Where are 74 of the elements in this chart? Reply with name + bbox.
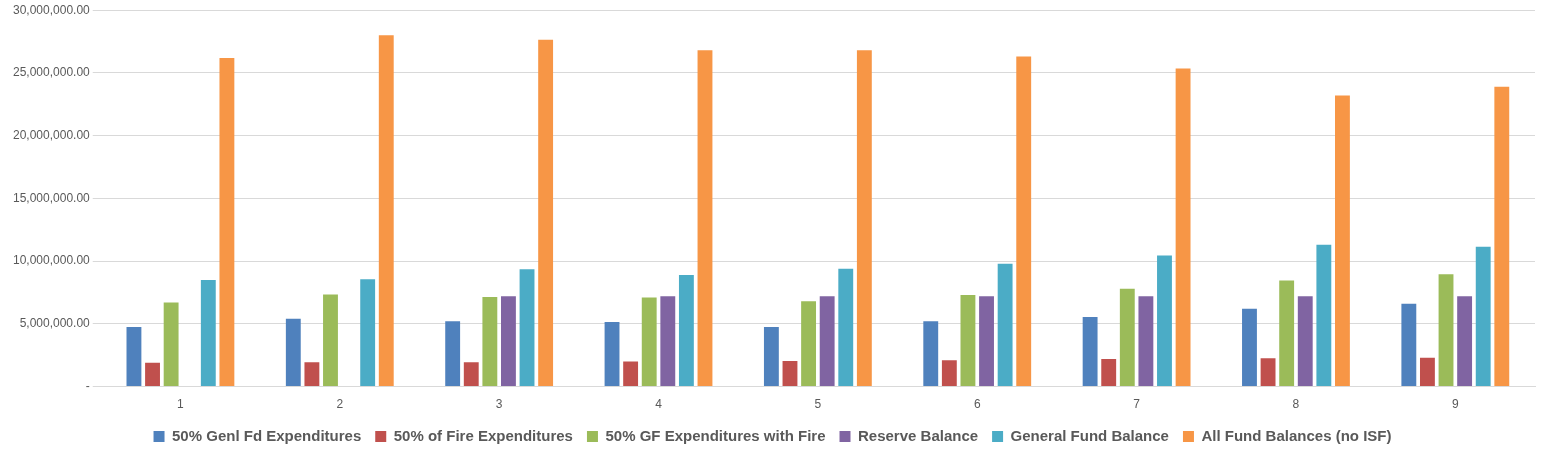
bar: [678, 274, 694, 387]
y-tick-label: 15,000,000.00: [12, 190, 91, 205]
bar: [660, 296, 676, 387]
y-tick-label: 20,000,000.00: [12, 127, 91, 142]
bar: [360, 279, 376, 387]
x-tick-label: 1: [177, 397, 185, 412]
bar: [1419, 357, 1435, 387]
bar: [819, 296, 835, 387]
y-tick-label: -: [85, 378, 90, 393]
bar: [1494, 86, 1510, 387]
bar: [1157, 255, 1172, 387]
bar: [941, 360, 957, 387]
bar: [1119, 288, 1135, 387]
bar: [838, 268, 854, 387]
bar: [1475, 246, 1491, 387]
bar: [697, 50, 713, 387]
x-tick-label: 5: [814, 397, 822, 412]
bar: [1457, 296, 1473, 387]
bar: [960, 295, 976, 387]
bar: [501, 296, 516, 387]
bar: [979, 296, 994, 387]
x-tick-label: 8: [1292, 397, 1300, 412]
bar: [1335, 95, 1350, 387]
x-tick-label: 4: [655, 397, 663, 412]
bar: [1316, 244, 1332, 387]
bar: [445, 321, 461, 387]
bar: [801, 301, 817, 387]
bar: [623, 361, 639, 387]
legend-label: Reserve Balance: [858, 426, 979, 444]
bar: [1242, 308, 1257, 387]
bar: [126, 327, 142, 387]
y-tick-label: 30,000,000.00: [12, 2, 91, 17]
legend-label: 50% Genl Fd Expenditures: [172, 426, 362, 444]
bar: [538, 39, 554, 387]
bar: [482, 296, 498, 387]
x-tick-label: 9: [1451, 397, 1459, 412]
y-tick-label: 10,000,000.00: [12, 253, 91, 268]
bar: [145, 362, 160, 387]
bar: [1297, 296, 1313, 387]
x-tick-label: 3: [495, 397, 503, 412]
bar: [1138, 296, 1154, 387]
bar: [304, 362, 320, 387]
x-tick-label: 2: [336, 397, 344, 412]
bar: [641, 297, 657, 387]
bar: [1438, 274, 1454, 387]
bar: [200, 279, 216, 387]
bar: [1175, 68, 1191, 387]
bar: [1401, 303, 1417, 387]
y-tick-label: 25,000,000.00: [12, 65, 91, 80]
bar: [285, 318, 301, 387]
y-tick-label: 5,000,000.00: [19, 316, 91, 331]
bar: [997, 263, 1013, 387]
bar: [782, 360, 798, 387]
bar: [163, 302, 179, 387]
legend-label: 50% of Fire Expenditures: [393, 426, 573, 444]
bar: [463, 362, 479, 387]
x-tick-label: 6: [973, 397, 981, 412]
legend-label: All Fund Balances (no ISF): [1201, 426, 1392, 444]
legend-label: 50% GF Expenditures with Fire: [605, 426, 826, 444]
x-tick-label: 7: [1133, 397, 1141, 412]
bar: [1082, 316, 1098, 387]
bar: [1101, 359, 1117, 387]
bar: [1279, 280, 1295, 387]
bar: [763, 327, 779, 387]
bar: [856, 50, 872, 387]
bar: [1260, 358, 1276, 387]
bar: [323, 294, 338, 387]
bar: [1016, 56, 1032, 387]
legend-label: General Fund Balance: [1010, 426, 1169, 444]
bar: [378, 35, 394, 387]
bar: [219, 57, 235, 387]
bar: [604, 321, 620, 387]
bar: [923, 321, 939, 387]
bar: [519, 269, 535, 387]
